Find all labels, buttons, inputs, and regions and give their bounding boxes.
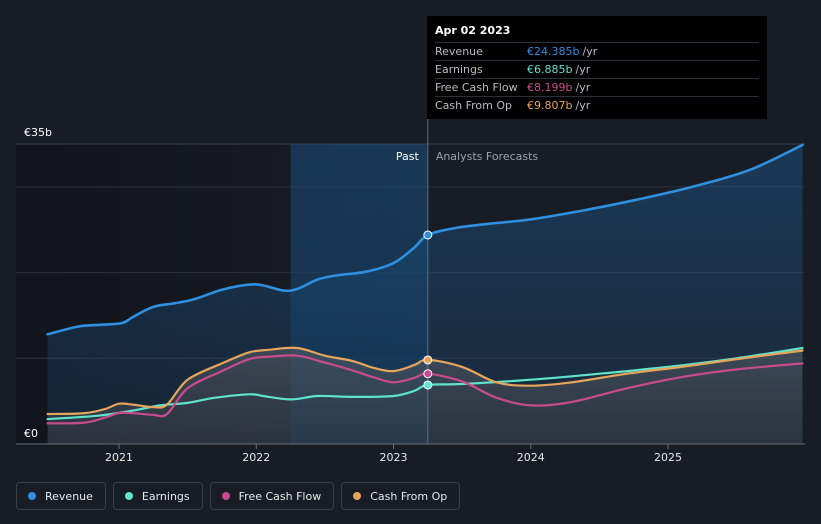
legend-label: Earnings xyxy=(141,489,190,503)
tooltip-value: €6.885b xyxy=(527,63,573,76)
marker-cash-from-op xyxy=(423,355,433,365)
tooltip-row-revenue: Revenue €24.385b /yr xyxy=(435,42,759,60)
tooltip-row-free-cash-flow: Free Cash Flow €8.199b /yr xyxy=(435,78,759,96)
tooltip-label: Revenue xyxy=(435,45,483,58)
tooltip: Apr 02 2023 Revenue €24.385b /yr Earning… xyxy=(427,16,767,119)
series-lines xyxy=(46,143,804,425)
legend-dot-icon xyxy=(124,492,133,500)
tooltip-label: Cash From Op xyxy=(435,99,513,112)
tooltip-suffix: /yr xyxy=(575,99,591,112)
marker-revenue xyxy=(423,230,433,240)
tooltip-label: Free Cash Flow xyxy=(435,81,518,94)
x-tick-label: 2023 xyxy=(380,451,408,464)
legend-dot-icon xyxy=(221,492,230,500)
series-line-cash-from-op xyxy=(46,346,804,416)
past-label: Past xyxy=(396,150,420,163)
marker-free-cash-flow xyxy=(423,369,433,379)
legend-item-revenue[interactable]: Revenue xyxy=(16,482,106,510)
tooltip-date: Apr 02 2023 xyxy=(435,24,511,37)
legend-item-cash-from-op[interactable]: Cash From Op xyxy=(341,482,461,510)
tooltip-row-earnings: Earnings €6.885b /yr xyxy=(435,60,759,78)
y-axis-top-label: €35b xyxy=(24,126,52,139)
legend-dot-icon xyxy=(353,492,362,500)
tooltip-row-cash-from-op: Cash From Op €9.807b /yr xyxy=(435,96,759,114)
tooltip-value: €9.807b xyxy=(527,99,573,112)
legend-label: Free Cash Flow xyxy=(238,489,322,503)
series-line-free-cash-flow xyxy=(46,354,804,425)
x-tick-label: 2024 xyxy=(517,451,545,464)
lower-series-area xyxy=(47,347,803,444)
forecast-label: Analysts Forecasts xyxy=(436,150,539,163)
tooltip-suffix: /yr xyxy=(575,63,591,76)
highlight-markers xyxy=(423,230,433,390)
x-tick-label: 2025 xyxy=(654,451,682,464)
legend-label: Revenue xyxy=(45,489,93,503)
tooltip-value: €24.385b xyxy=(527,45,580,58)
legend-label: Cash From Op xyxy=(370,489,448,503)
series-line-revenue xyxy=(46,143,804,336)
x-axis-ticks: 2021 2022 2023 2024 2025 xyxy=(105,444,682,464)
tooltip-suffix: /yr xyxy=(582,45,598,58)
legend-dot-icon xyxy=(28,492,36,500)
legend-item-free-cash-flow[interactable]: Free Cash Flow xyxy=(209,482,335,510)
tooltip-label: Earnings xyxy=(435,63,483,76)
x-tick-label: 2021 xyxy=(105,451,133,464)
marker-earnings xyxy=(423,380,433,390)
legend: Revenue Earnings Free Cash Flow Cash Fro… xyxy=(16,482,461,510)
y-axis-bottom-label: €0 xyxy=(24,427,38,440)
x-tick-label: 2022 xyxy=(242,451,270,464)
tooltip-suffix: /yr xyxy=(575,81,591,94)
legend-item-earnings[interactable]: Earnings xyxy=(112,482,203,510)
tooltip-value: €8.199b xyxy=(527,81,573,94)
